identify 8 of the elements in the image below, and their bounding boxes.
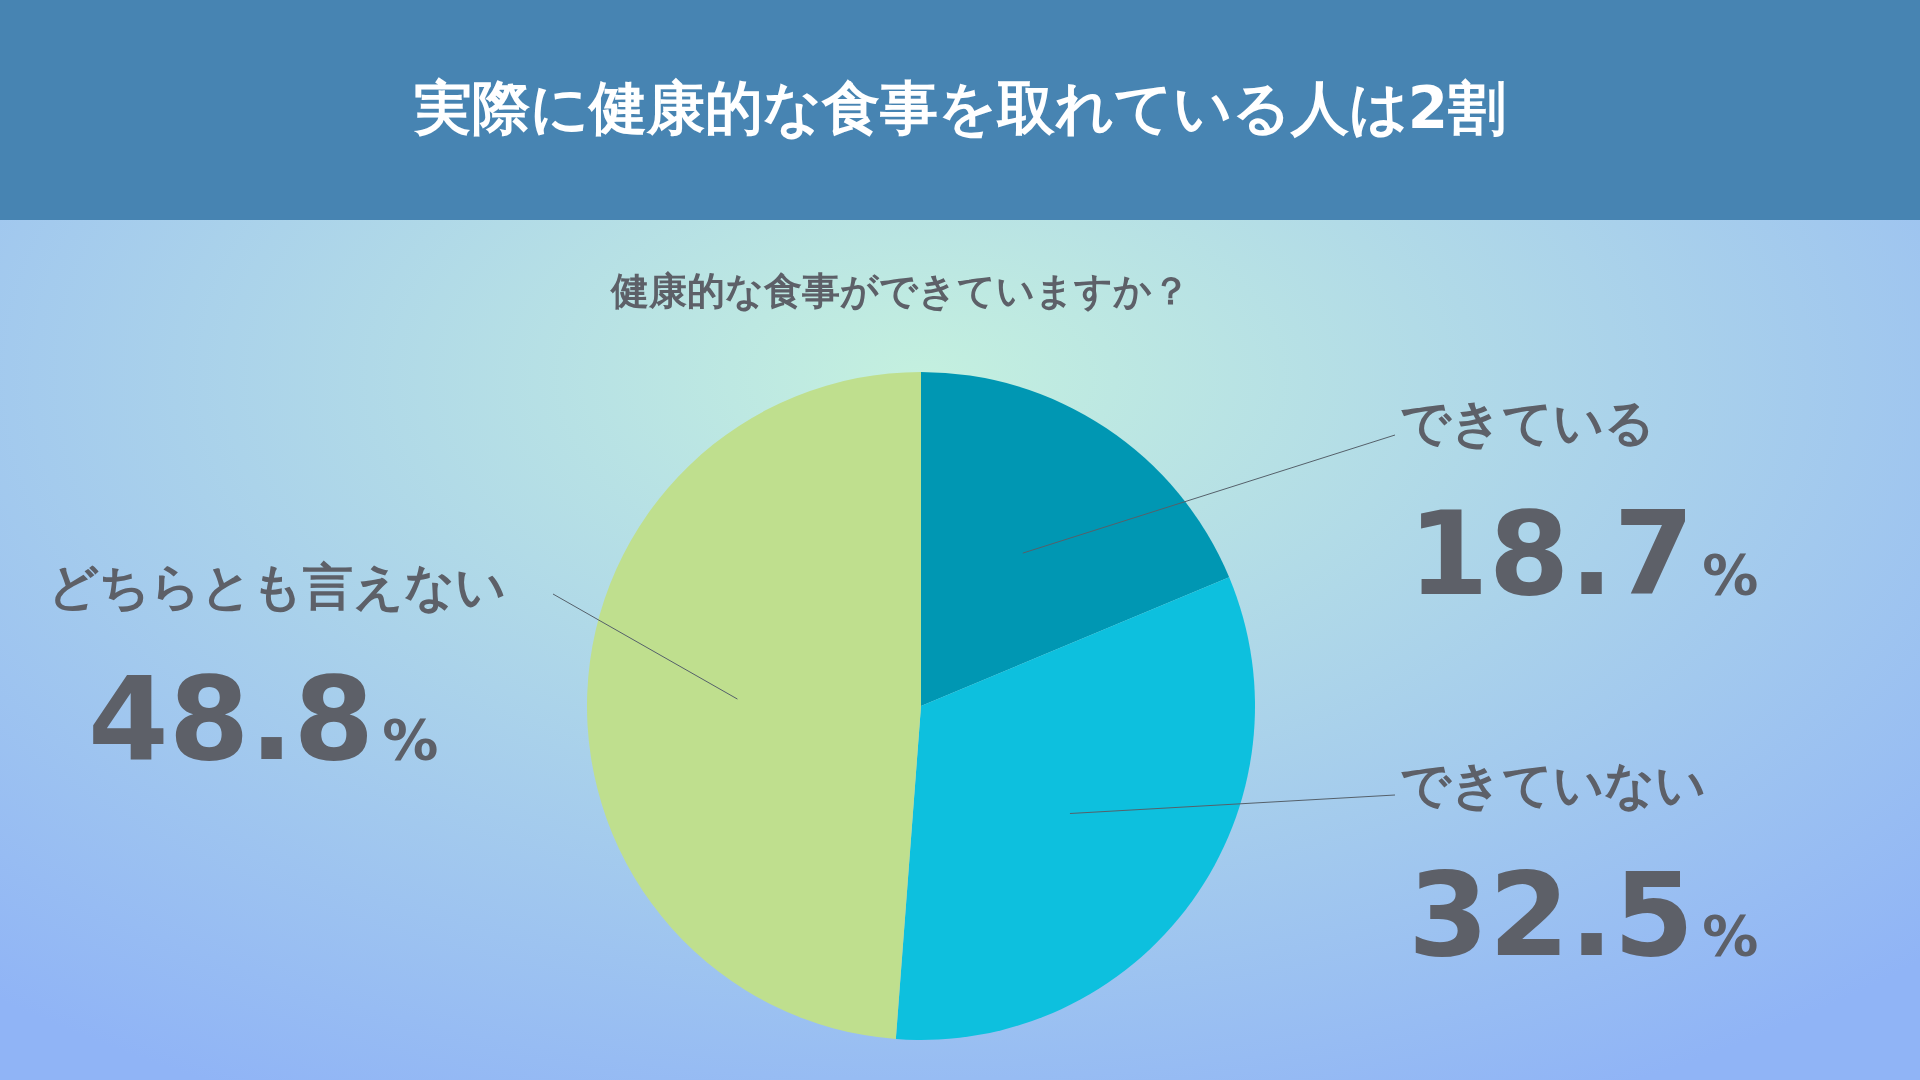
chart-subtitle: 健康的な食事ができていますか？ bbox=[609, 269, 1190, 313]
data-label: 18.7% bbox=[1408, 486, 1759, 621]
slice-label: できている bbox=[1400, 394, 1655, 452]
slice-label: どちらとも言えない bbox=[48, 558, 506, 616]
chart-title: 実際に健康的な食事を取れている人は2割 bbox=[412, 74, 1507, 142]
slice-label: できていない bbox=[1400, 756, 1706, 814]
data-label: 48.8% bbox=[88, 651, 439, 786]
data-label: 32.5% bbox=[1408, 847, 1759, 982]
